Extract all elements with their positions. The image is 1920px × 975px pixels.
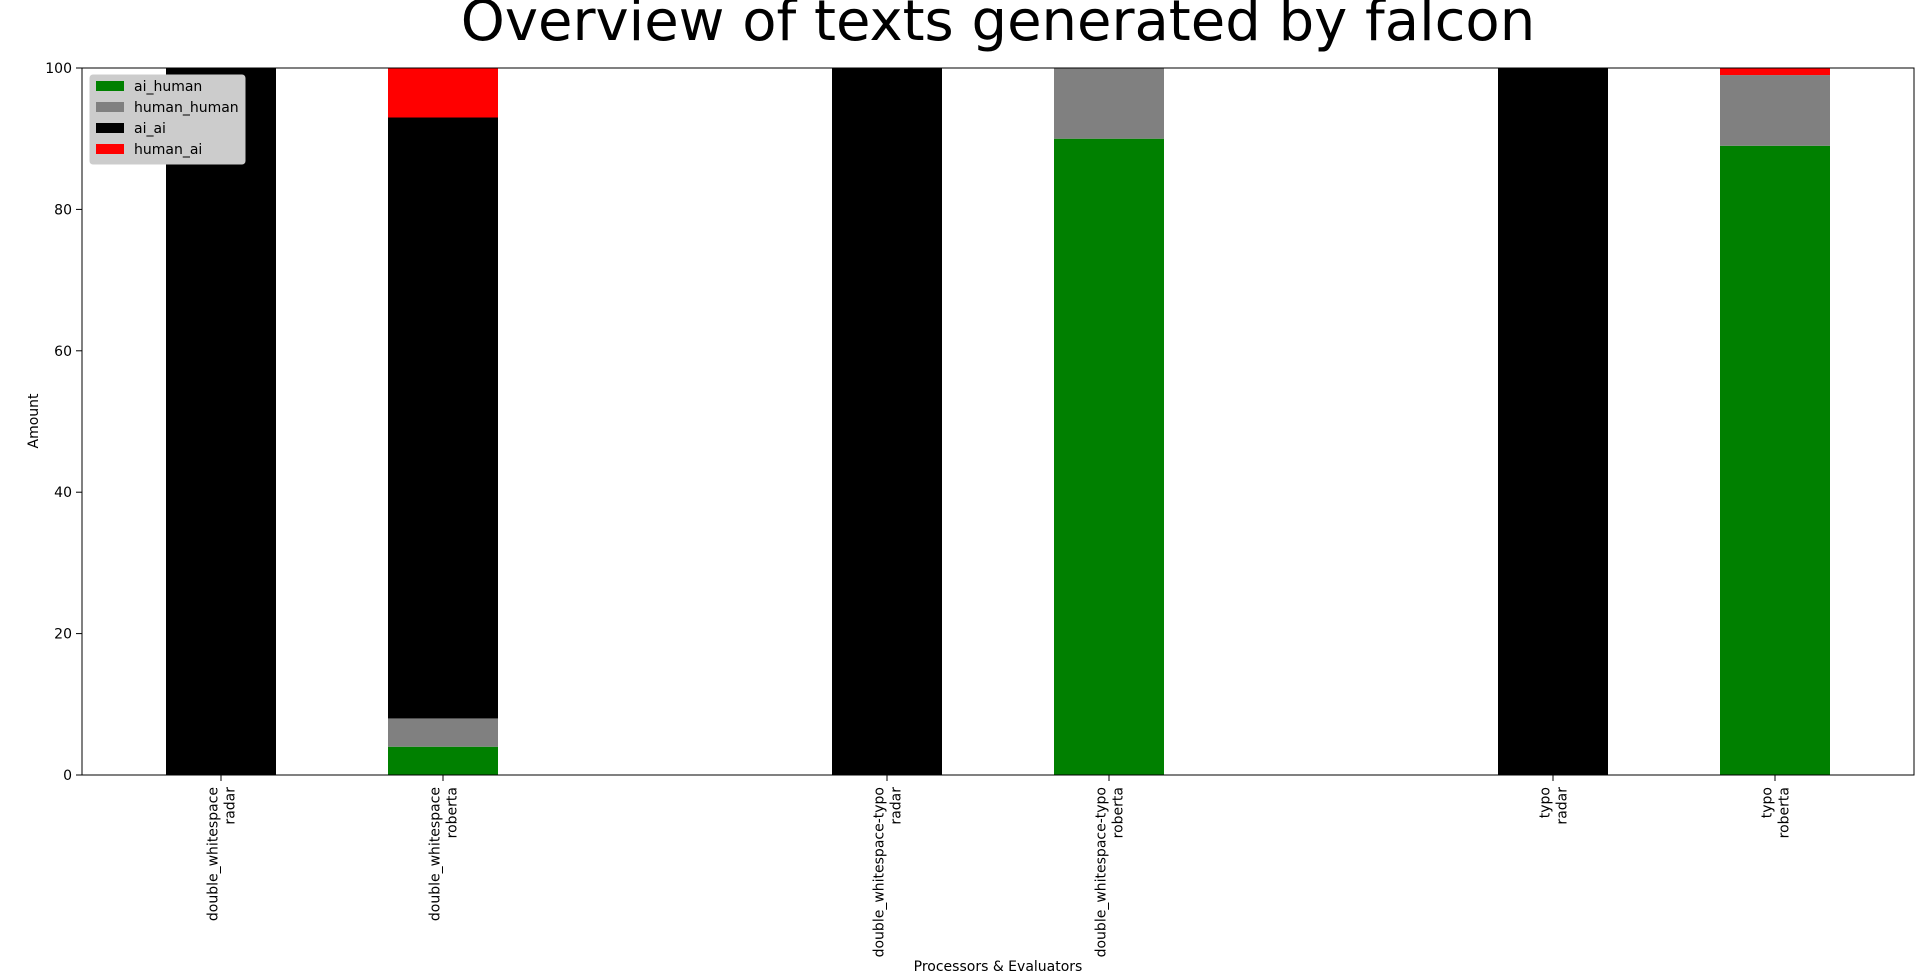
bar-ai_human-5 (1720, 145, 1830, 775)
x-tick-label-line: roberta (1111, 787, 1127, 838)
x-tick-label-line: double_whitespace-typo (1094, 787, 1110, 957)
x-tick-label: typo roberta (1760, 787, 1793, 838)
bar-ai_ai-2 (832, 68, 942, 775)
x-tick-label-line: roberta (1777, 787, 1793, 838)
legend-label-human_human: human_human (134, 100, 239, 116)
chart-title: Overview of texts generated by falcon (461, 0, 1535, 54)
x-axis-label: Processors & Evaluators (914, 959, 1083, 975)
x-tick-label: double_whitespace-typo roberta (1094, 787, 1127, 957)
legend-label-human_ai: human_ai (134, 142, 202, 158)
legend-label-ai_ai: ai_ai (134, 121, 166, 137)
legend-swatch-ai_ai (96, 123, 124, 133)
y-tick-label: 80 (54, 202, 72, 218)
bar-ai_human-3 (1054, 138, 1164, 775)
y-tick-label: 40 (54, 485, 72, 501)
bar-human_human-3 (1054, 68, 1164, 139)
x-tick-label-line: typo (1538, 787, 1554, 818)
y-axis: 0 20 40 60 80 100 (45, 61, 82, 784)
plot-frame (81, 67, 1915, 776)
bar-ai_ai-0 (166, 68, 276, 775)
x-tick-label: double_whitespace roberta (428, 787, 461, 921)
x-tick-label-line: radar (223, 787, 239, 825)
legend-swatch-human_human (96, 102, 124, 112)
x-tick-label-line: roberta (445, 787, 461, 838)
bar-ai_ai-4 (1498, 68, 1608, 775)
y-tick-label: 0 (63, 768, 72, 784)
y-tick-label: 100 (45, 61, 72, 77)
x-tick-label-line: double_whitespace (428, 787, 444, 921)
y-axis-label: Amount (26, 393, 42, 449)
x-tick-label: typo radar (1538, 787, 1571, 825)
bar-ai_human-1 (388, 746, 498, 775)
bar-ai_ai-1 (388, 117, 498, 719)
x-tick-label-line: double_whitespace (206, 787, 222, 921)
legend: ai_human human_human ai_ai human_ai (89, 74, 246, 165)
legend-swatch-human_ai (96, 144, 124, 154)
legend-box (89, 74, 246, 165)
x-tick-label-line: typo (1760, 787, 1776, 818)
y-tick-label: 60 (54, 344, 72, 360)
legend-label-ai_human: ai_human (134, 79, 202, 95)
bar-human_human-1 (388, 718, 498, 747)
x-tick-label: double_whitespace-typo radar (872, 787, 905, 958)
bar-human_ai-5 (1720, 68, 1830, 76)
bars-group (166, 68, 1830, 775)
x-tick-label-line: double_whitespace-typo (872, 787, 888, 957)
y-tick-label: 20 (54, 627, 72, 643)
x-axis: double_whitespace radar double_whitespace r… (206, 775, 1793, 957)
x-tick-label-line: radar (1555, 787, 1571, 825)
x-tick-label: double_whitespace radar (206, 787, 239, 921)
legend-swatch-ai_human (96, 81, 124, 91)
bar-human_ai-1 (388, 68, 498, 118)
bar-human_human-5 (1720, 75, 1830, 146)
x-tick-label-line: radar (889, 787, 905, 825)
